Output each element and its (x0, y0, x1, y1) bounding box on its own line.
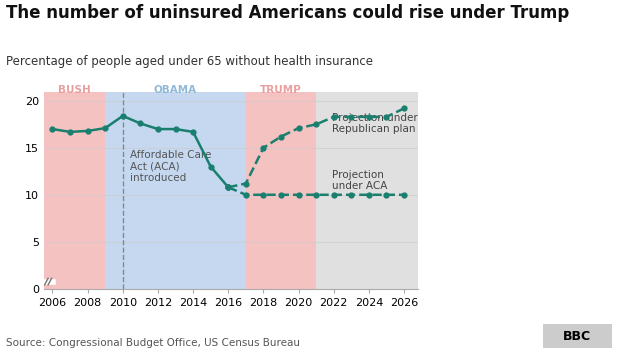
Bar (246, 92, 316, 289)
Text: Affordable Care
Act (ACA)
introduced: Affordable Care Act (ACA) introduced (130, 150, 211, 183)
Text: OBAMA: OBAMA (154, 85, 197, 95)
Bar (105, 92, 246, 289)
Text: BUSH: BUSH (58, 85, 91, 95)
Bar (44, 92, 105, 289)
Text: TRUMP: TRUMP (260, 85, 302, 95)
Text: Source: Congressional Budget Office, US Census Bureau: Source: Congressional Budget Office, US … (6, 339, 300, 348)
Bar (316, 92, 418, 289)
Text: Projection under
Republican plan: Projection under Republican plan (332, 113, 417, 134)
Text: The number of uninsured Americans could rise under Trump: The number of uninsured Americans could … (6, 4, 570, 21)
Text: Percentage of people aged under 65 without health insurance: Percentage of people aged under 65 witho… (6, 55, 373, 68)
Text: Projection
under ACA: Projection under ACA (332, 170, 388, 191)
Text: BBC: BBC (563, 330, 592, 342)
